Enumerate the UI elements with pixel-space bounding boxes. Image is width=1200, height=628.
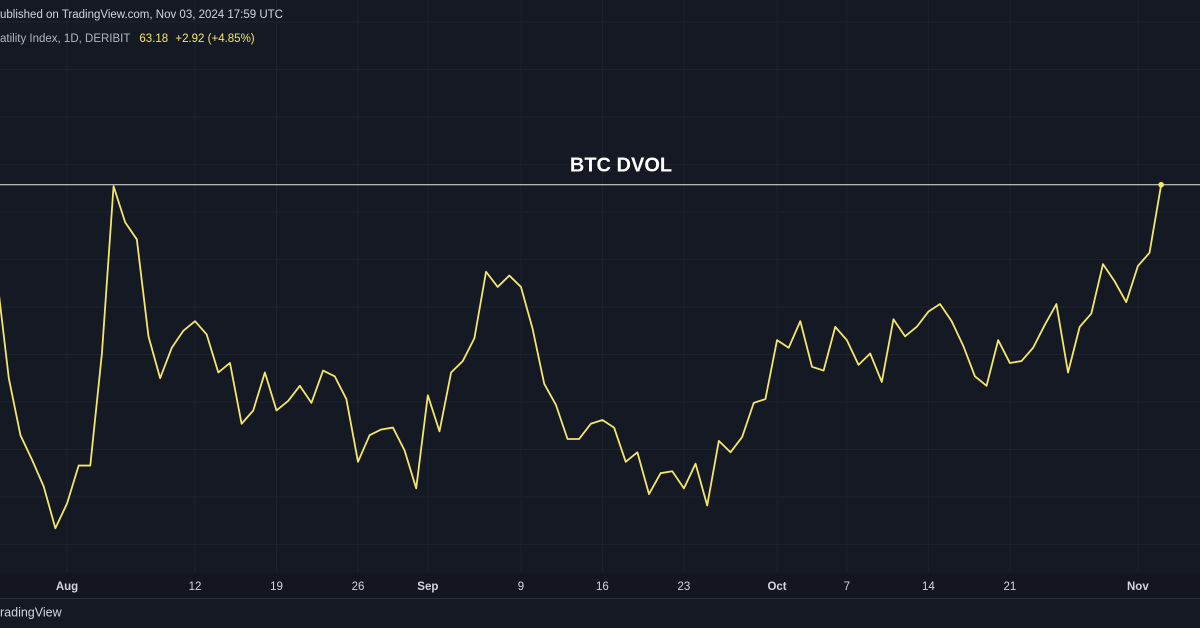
symbol-info: atility Index, 1D, DERIBIT 63.18 +2.92 (… [0,33,255,45]
x-tick-label: 23 [678,581,691,593]
x-tick-label: 21 [1003,581,1016,593]
publish-note: ublished on TradingView.com, Nov 03, 202… [0,9,283,21]
brand: radingView [0,605,63,619]
x-tick-label: 14 [922,581,935,593]
x-tick-label: Aug [56,581,78,593]
last-point [1158,181,1164,188]
x-tick-label: 12 [189,581,202,593]
last-value: 63.18 [139,33,168,45]
horizontal-grid [0,21,1200,545]
x-tick-label: 7 [844,581,850,593]
time-axis [0,573,1200,599]
x-tick-label: 19 [270,581,283,593]
symbol: atility Index, 1D, DERIBIT [0,33,130,45]
change: +2.92 (+4.85%) [175,33,254,45]
x-tick-label: Oct [767,581,786,593]
x-tick-label: 16 [596,581,609,593]
x-tick-label: 26 [352,581,365,593]
x-tick-label: 9 [518,581,524,593]
x-tick-label: Nov [1127,581,1149,593]
x-tick-label: Sep [417,581,438,593]
chart-title: BTC DVOL [570,154,672,176]
series-line [0,184,1163,530]
